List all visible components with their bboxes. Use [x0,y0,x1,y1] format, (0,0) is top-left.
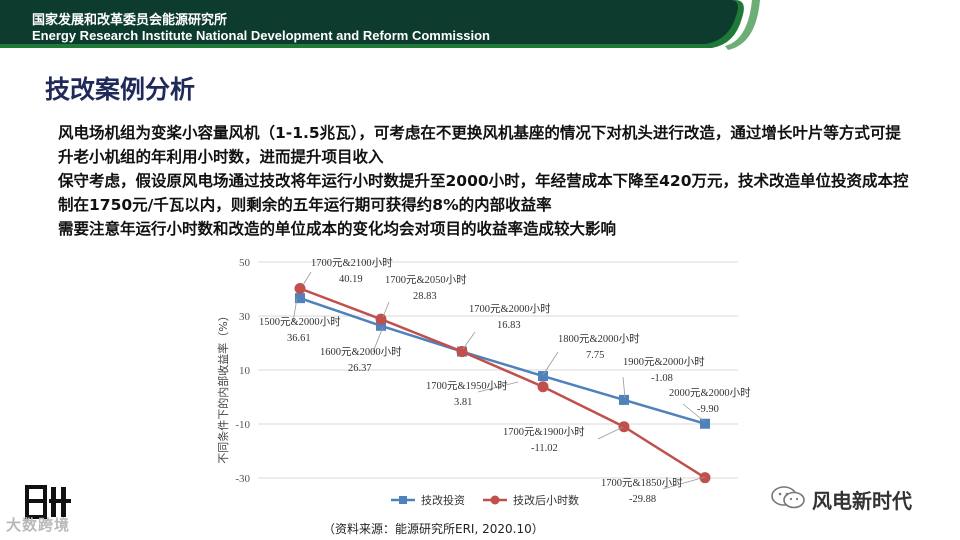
chart-series [294,282,711,484]
data-point [295,293,305,304]
annotation-leader [382,301,390,318]
annotation-leader [292,297,298,323]
data-point [537,381,549,393]
y-tick-labels: -30 -10 10 30 50 [235,257,250,485]
wechat-icon [771,486,805,509]
body-text: 风电场机组为变桨小容量风机（1-1.5兆瓦），可考虑在不更换风机基座的情况下对机… [58,121,910,241]
data-point [456,346,468,358]
annotation-leader [462,331,476,350]
watermark-left: 大数跨境 [6,516,71,534]
legend-label: 技改后小时数 [513,493,579,507]
chart-annotations: 1700元&2100小时 40.19 1700元&2050小时 28.83 1500元&… [259,257,751,505]
data-point [700,418,710,429]
data-point [618,421,630,433]
annotation-label: 1600元&2000小时 [320,346,402,358]
series-line-1 [299,296,706,425]
data-point [699,472,711,484]
annotation-label: 1700元&2100小时 [311,257,393,269]
org-name-en: Energy Research Institute National Devel… [32,28,490,43]
annotation-leader [372,326,384,353]
annotation-label: 1700元&2050小时 [385,274,467,286]
y-tick-label: -30 [235,473,250,485]
annotation-value: -9.90 [697,404,719,415]
annotation-value: 28.83 [413,291,437,302]
annotation-leader [682,403,706,423]
data-point [294,282,306,294]
annotation-value: -1.08 [651,373,673,384]
annotation-value: -11.02 [531,443,558,454]
annotation-label: 1900元&2000小时 [623,356,705,368]
paragraph-3: 需要注意年运行小时数和改造的单位成本的变化均会对项目的收益率造成较大影响 [58,220,617,238]
annotation-value: 40.19 [339,274,363,285]
legend-marker [399,496,407,504]
banner-shape [0,0,760,50]
y-tick-label: 10 [239,365,251,377]
paragraph-2: 保守考虑，假设原风电场通过技改将年运行小时数提升至2000小时，年经营成本下降至… [58,172,909,214]
source-note: （资料来源：能源研究所ERI, 2020.10） [323,522,544,536]
y-tick-label: -10 [235,419,250,431]
legend-marker [490,495,500,505]
annotation-label: 1500元&2000小时 [259,316,341,328]
annotation-leader [302,271,312,286]
series-line-2 [299,287,706,479]
annotation-value: -29.88 [629,494,656,505]
y-axis-label: 不同条件下的内部收益率（%） [216,310,230,463]
chart-legend: 技改投资 技改后小时数 [391,493,579,507]
y-tick-label: 30 [239,311,251,323]
annotation-label: 2000元&2000小时 [669,387,751,399]
annotation-value: 7.75 [586,350,604,361]
y-tick-label: 50 [239,257,251,269]
watermark-right: 风电新时代 [812,489,912,513]
annotation-value: 36.61 [287,333,311,344]
annotation-leader [597,426,624,440]
logo-mark [25,485,71,519]
paragraph-1: 风电场机组为变桨小容量风机（1-1.5兆瓦），可考虑在不更换风机基座的情况下对机… [58,124,901,166]
annotation-label: 1700元&1900小时 [503,426,585,438]
slide-title: 技改案例分析 [45,75,196,104]
header-banner: 国家发展和改革委员会能源研究所 Energy Research Institut… [0,0,960,52]
data-point [376,320,386,331]
data-point [619,394,629,405]
irr-line-chart: -30 -10 10 30 50 不同条件下的内部收益率（%） 1700元&2100小时… [216,257,751,507]
annotation-label: 1800元&2000小时 [558,333,640,345]
chart-grid [258,261,738,479]
annotation-leader [662,476,706,490]
org-name-cn: 国家发展和改革委员会能源研究所 [32,13,228,28]
annotation-leader [477,381,519,393]
data-point [538,371,548,382]
annotation-leader [542,351,559,376]
annotation-value: 16.83 [497,320,521,331]
data-point [375,313,387,325]
legend-label: 技改投资 [421,493,465,507]
annotation-value: 26.37 [348,363,372,374]
annotation-value: 3.81 [454,397,472,408]
annotation-label: 1700元&1850小时 [601,477,683,489]
annotation-label: 1700元&1950小时 [426,380,508,392]
annotation-label: 1700元&2000小时 [469,303,551,315]
annotation-leader [622,376,626,399]
